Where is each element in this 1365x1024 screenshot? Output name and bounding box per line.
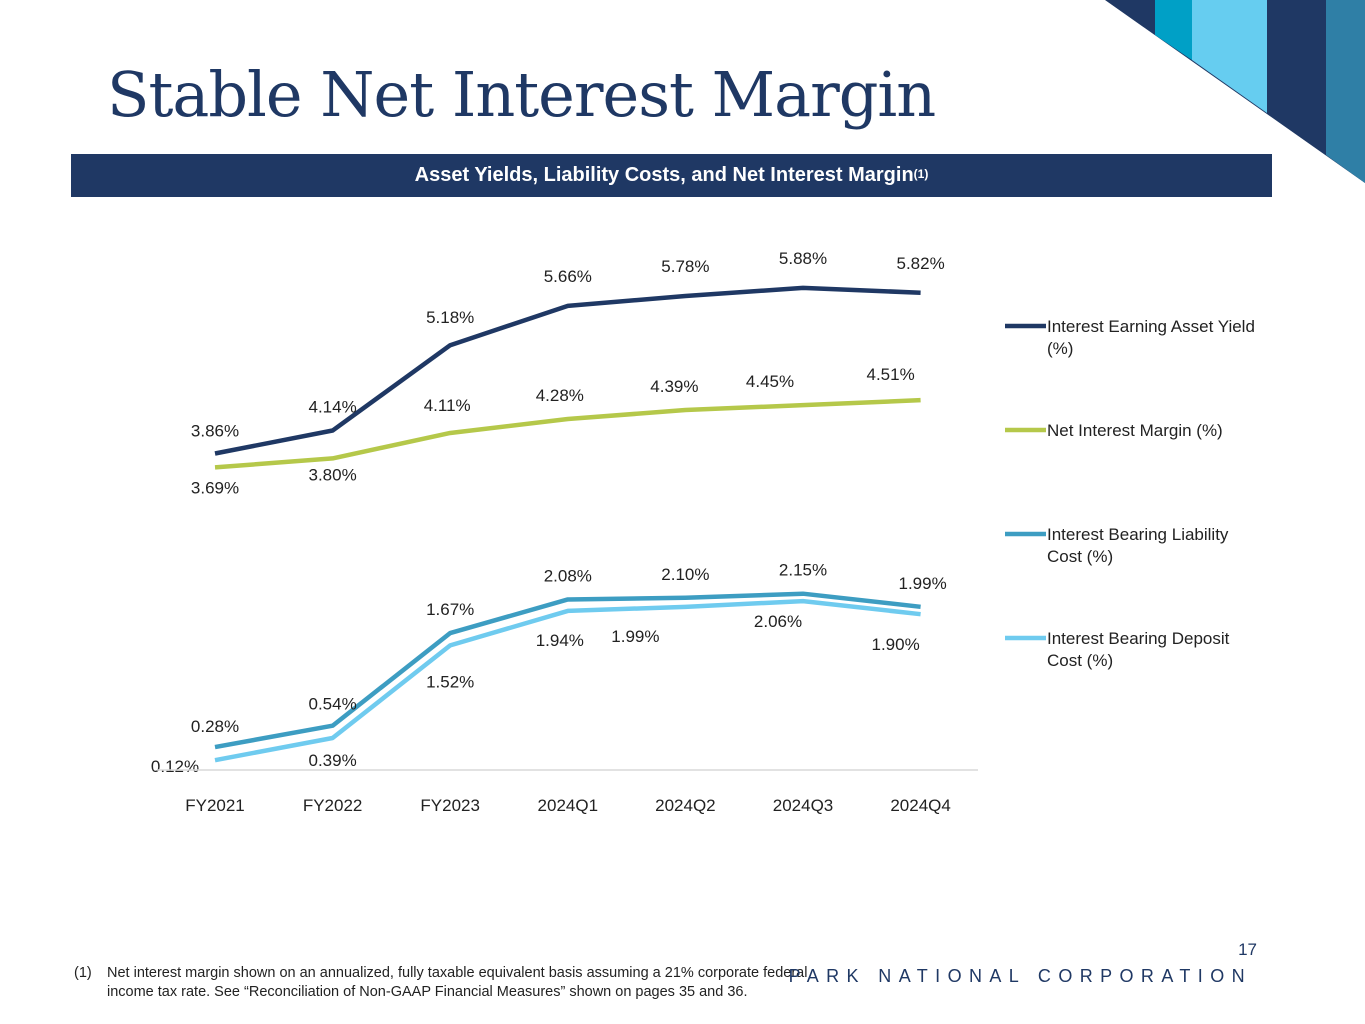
data-label: 2.10% bbox=[661, 565, 709, 584]
x-tick-label: 2024Q4 bbox=[890, 796, 951, 815]
x-tick-label: FY2021 bbox=[185, 796, 245, 815]
legend-label: Interest Bearing Liability bbox=[1047, 525, 1229, 544]
company-name: PARK NATIONAL CORPORATION bbox=[788, 966, 1252, 986]
data-label: 0.12% bbox=[151, 757, 199, 776]
banner-text: Asset Yields, Liability Costs, and Net I… bbox=[414, 164, 914, 186]
data-label: 2.08% bbox=[544, 566, 592, 585]
series-line bbox=[214, 397, 921, 470]
data-label: 5.88% bbox=[779, 249, 827, 268]
data-label: 4.51% bbox=[866, 365, 914, 384]
data-label: 4.39% bbox=[650, 377, 698, 396]
data-label: 3.86% bbox=[191, 421, 239, 440]
data-label: 4.28% bbox=[536, 386, 584, 405]
page-number: 17 bbox=[1238, 940, 1257, 959]
data-label: 1.94% bbox=[536, 631, 584, 650]
legend-label: (%) bbox=[1047, 339, 1073, 358]
data-label: 2.06% bbox=[754, 612, 802, 631]
corner-decoration bbox=[1105, 0, 1365, 183]
data-label: 5.66% bbox=[544, 267, 592, 286]
series-line bbox=[214, 591, 921, 750]
x-tick-label: 2024Q2 bbox=[655, 796, 716, 815]
data-label: 1.90% bbox=[871, 635, 919, 654]
data-label: 0.39% bbox=[308, 751, 356, 770]
line-chart: 3.86% 4.14% 5.18% 5.66% 5.78% 5.88% 5.82% 3.69%… bbox=[151, 249, 1255, 815]
footnote: (1) Net interest margin shown on an annu… bbox=[74, 964, 854, 1002]
data-label: 1.52% bbox=[426, 672, 474, 691]
corner-navy-band bbox=[1105, 0, 1365, 183]
data-label: 4.45% bbox=[746, 372, 794, 391]
data-label: 4.14% bbox=[308, 398, 356, 417]
banner-footnote-ref: (1) bbox=[913, 166, 929, 181]
legend-label: Cost (%) bbox=[1047, 547, 1113, 566]
legend-label: Cost (%) bbox=[1047, 651, 1113, 670]
data-label: 1.67% bbox=[426, 600, 474, 619]
data-label: 1.99% bbox=[611, 627, 659, 646]
chart-banner: Asset Yields, Liability Costs, and Net I… bbox=[71, 154, 1272, 197]
corner-cyan-band bbox=[1155, 0, 1192, 60]
series-line bbox=[214, 285, 921, 456]
x-tick-label: 2024Q1 bbox=[538, 796, 599, 815]
data-label: 0.28% bbox=[191, 717, 239, 736]
x-tick-label: FY2023 bbox=[420, 796, 480, 815]
data-label: 5.18% bbox=[426, 308, 474, 327]
data-label: 1.99% bbox=[898, 574, 946, 593]
data-label: 3.80% bbox=[308, 465, 356, 484]
corner-light-band bbox=[1192, 0, 1267, 113]
x-tick-label: 2024Q3 bbox=[773, 796, 834, 815]
page-title: Stable Net Interest Margin bbox=[107, 58, 936, 131]
data-label: 2.15% bbox=[779, 561, 827, 580]
corner-steel-band bbox=[1326, 0, 1365, 183]
x-tick-label: FY2022 bbox=[303, 796, 363, 815]
legend-label: Net Interest Margin (%) bbox=[1047, 421, 1223, 440]
series-line bbox=[214, 598, 921, 763]
data-label: 4.11% bbox=[424, 396, 471, 415]
legend-label: Interest Bearing Deposit bbox=[1047, 629, 1230, 648]
legend-label: Interest Earning Asset Yield bbox=[1047, 317, 1255, 336]
data-label: 5.78% bbox=[661, 257, 709, 276]
footnote-marker: (1) bbox=[74, 965, 92, 981]
data-label: 5.82% bbox=[896, 254, 944, 273]
footnote-text: Net interest margin shown on an annualiz… bbox=[107, 965, 808, 1000]
data-label: 3.69% bbox=[191, 478, 239, 497]
data-label: 0.54% bbox=[308, 695, 356, 714]
